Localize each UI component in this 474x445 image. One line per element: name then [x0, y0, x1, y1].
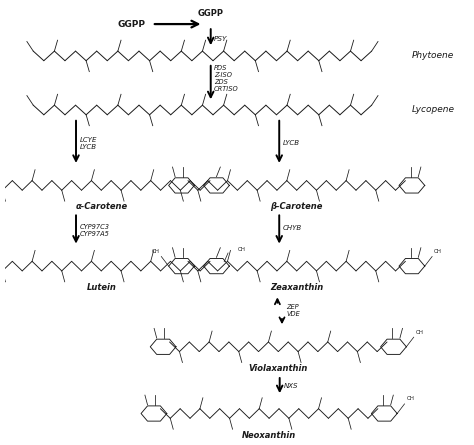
Text: NXS: NXS	[283, 383, 298, 388]
Text: Neoxanthin: Neoxanthin	[242, 431, 296, 440]
Text: α-Carotene: α-Carotene	[75, 202, 128, 211]
Text: LCYE
LYCB: LCYE LYCB	[80, 137, 97, 150]
Text: OH: OH	[152, 249, 159, 254]
Text: Lutein: Lutein	[86, 283, 116, 292]
Text: GGPP: GGPP	[198, 9, 224, 18]
Text: ZEP
VDE: ZEP VDE	[286, 304, 300, 317]
Text: CHYB: CHYB	[283, 225, 302, 231]
Text: OH: OH	[416, 330, 423, 335]
Text: Zeaxanthin: Zeaxanthin	[270, 283, 323, 292]
Text: OH: OH	[434, 249, 442, 254]
Text: GGPP: GGPP	[117, 20, 145, 28]
Text: Phytoene: Phytoene	[411, 52, 454, 61]
Text: OH: OH	[237, 247, 246, 252]
Text: Lycopene: Lycopene	[411, 105, 455, 114]
Text: β-Carotene: β-Carotene	[271, 202, 323, 211]
Text: PSY: PSY	[214, 36, 228, 42]
Text: CYP97C3
CYP97A5: CYP97C3 CYP97A5	[80, 223, 109, 237]
Text: LYCB: LYCB	[283, 140, 300, 146]
Text: OH: OH	[406, 396, 414, 401]
Text: Violaxanthin: Violaxanthin	[249, 364, 308, 373]
Text: PDS
Z-ISO
ZDS
CRTISO: PDS Z-ISO ZDS CRTISO	[214, 65, 239, 93]
